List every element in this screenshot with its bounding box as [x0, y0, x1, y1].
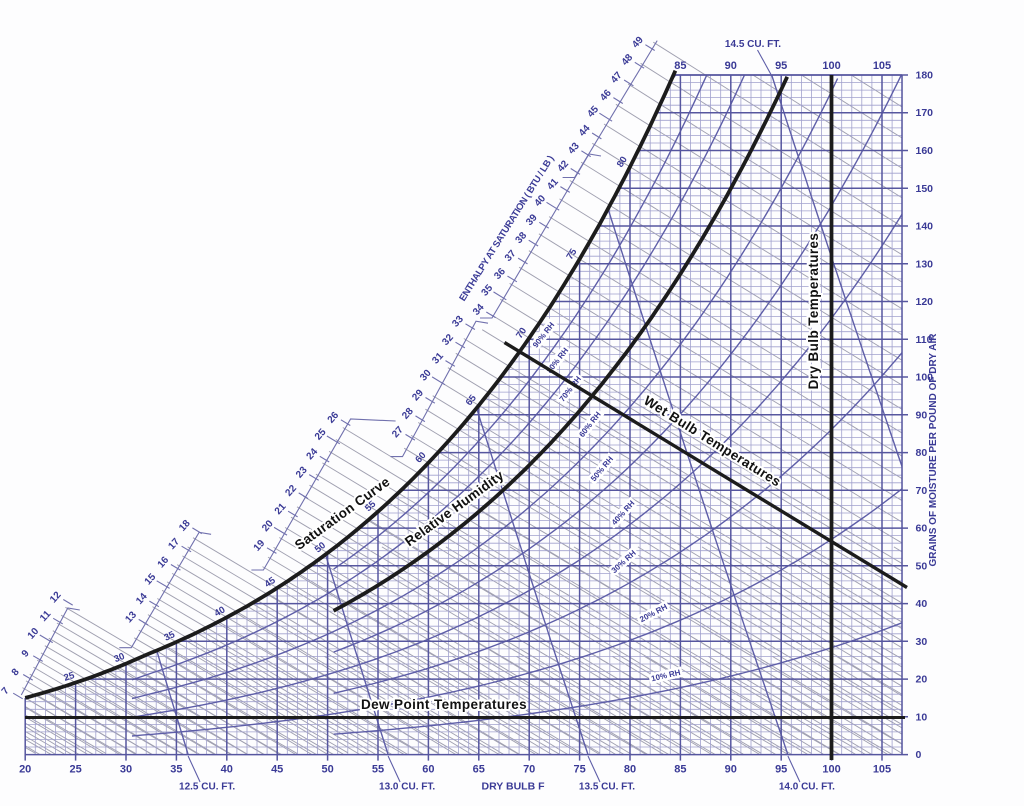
svg-text:105: 105: [873, 764, 891, 776]
svg-text:80: 80: [615, 155, 630, 170]
svg-text:40: 40: [916, 598, 928, 610]
svg-text:120: 120: [916, 296, 934, 308]
svg-text:60: 60: [422, 764, 434, 776]
svg-text:170: 170: [916, 107, 934, 119]
svg-text:80: 80: [624, 764, 636, 776]
svg-text:70: 70: [916, 485, 928, 497]
svg-text:7: 7: [0, 685, 12, 697]
svg-text:100: 100: [916, 372, 934, 384]
svg-text:100: 100: [822, 60, 840, 72]
svg-text:Dry Bulb Temperatures: Dry Bulb Temperatures: [806, 233, 821, 390]
svg-text:95: 95: [775, 60, 787, 72]
svg-text:105: 105: [873, 60, 891, 72]
svg-text:30: 30: [120, 764, 132, 776]
svg-text:30: 30: [112, 651, 126, 665]
svg-text:70: 70: [523, 764, 535, 776]
svg-text:20: 20: [916, 674, 928, 686]
svg-text:160: 160: [916, 145, 934, 157]
svg-text:75: 75: [573, 764, 585, 776]
svg-text:180: 180: [916, 70, 934, 82]
svg-text:13.5 CU. FT.: 13.5 CU. FT.: [579, 782, 635, 793]
svg-text:25: 25: [69, 764, 81, 776]
svg-text:0: 0: [916, 749, 922, 761]
svg-text:50: 50: [916, 560, 928, 572]
svg-text:50: 50: [321, 764, 333, 776]
svg-text:110: 110: [916, 334, 933, 346]
svg-text:85: 85: [674, 60, 686, 72]
svg-text:20: 20: [19, 764, 31, 776]
svg-text:35: 35: [170, 764, 182, 776]
svg-text:10: 10: [916, 711, 928, 723]
svg-text:40: 40: [221, 764, 233, 776]
svg-text:8: 8: [10, 666, 22, 678]
svg-text:45: 45: [271, 764, 283, 776]
svg-text:100: 100: [822, 764, 840, 776]
svg-text:60: 60: [916, 523, 928, 535]
svg-text:65: 65: [473, 764, 485, 776]
svg-text:Dew Point Temperatures: Dew Point Temperatures: [361, 697, 527, 712]
svg-text:9: 9: [20, 648, 32, 660]
svg-text:85: 85: [674, 764, 686, 776]
svg-text:13.0 CU. FT.: 13.0 CU. FT.: [379, 782, 435, 793]
svg-text:130: 130: [916, 258, 934, 270]
svg-text:70: 70: [514, 326, 529, 341]
svg-text:80: 80: [916, 447, 928, 459]
svg-text:150: 150: [916, 183, 934, 195]
svg-text:GRAINS OF MOISTURE PER POUND O: GRAINS OF MOISTURE PER POUND OF DRY AIR: [928, 333, 939, 567]
svg-text:14.0 CU. FT.: 14.0 CU. FT.: [779, 782, 835, 793]
svg-text:12.5 CU. FT.: 12.5 CU. FT.: [179, 782, 235, 793]
svg-text:140: 140: [916, 221, 934, 233]
svg-text:55: 55: [372, 764, 384, 776]
svg-text:95: 95: [775, 764, 787, 776]
svg-text:90: 90: [725, 764, 737, 776]
svg-text:14.5 CU. FT.: 14.5 CU. FT.: [725, 39, 781, 50]
svg-text:90: 90: [725, 60, 737, 72]
svg-text:30: 30: [916, 636, 928, 648]
svg-text:DRY BULB F: DRY BULB F: [482, 781, 546, 793]
svg-text:25: 25: [62, 670, 76, 684]
svg-text:90: 90: [916, 409, 928, 421]
svg-text:40: 40: [213, 604, 228, 619]
